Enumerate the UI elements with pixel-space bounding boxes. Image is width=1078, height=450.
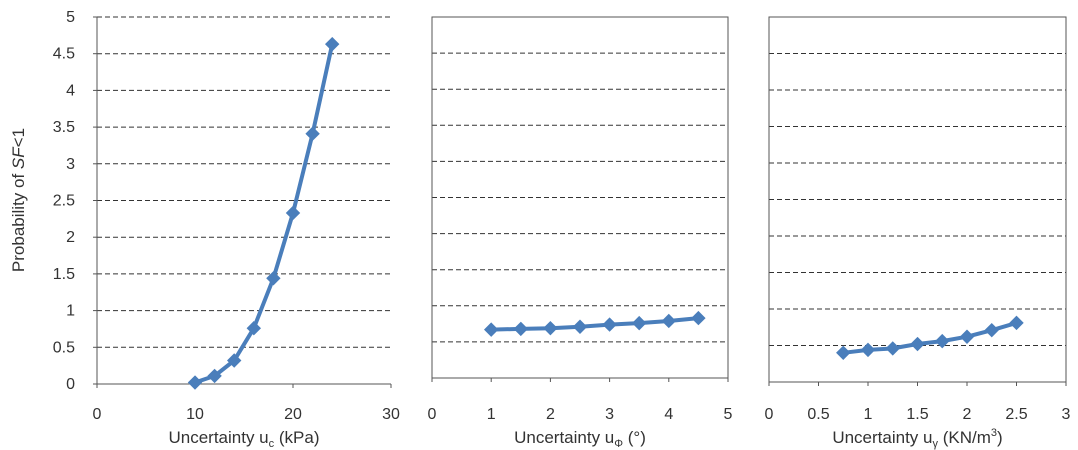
x-axis-title-unit: (kPa) — [274, 428, 319, 447]
y-tick-label: 3 — [66, 156, 75, 173]
x-tick-label: 30 — [382, 406, 400, 423]
data-point-marker — [207, 368, 222, 384]
x-tick-label: 3 — [605, 406, 614, 423]
data-point-marker — [935, 333, 950, 349]
x-axis-title-text: Uncertainty u — [514, 428, 614, 447]
data-point-marker — [691, 310, 706, 326]
data-point-marker — [187, 375, 203, 390]
y-tick-label: 1 — [66, 303, 75, 320]
data-point-marker — [324, 36, 340, 52]
series-line — [193, 42, 335, 385]
x-tick-label: 2 — [963, 406, 972, 423]
data-point-marker — [836, 345, 851, 361]
x-axis-title-text: Uncertainty u — [832, 428, 932, 447]
data-point-marker — [661, 313, 677, 329]
data-point-marker — [860, 342, 876, 358]
x-axis-title-subscript: γ — [932, 438, 938, 450]
x-axis-title: Uncertainty uc (kPa) — [168, 428, 319, 450]
x-tick-label: 2 — [546, 406, 555, 423]
data-point-marker — [885, 341, 900, 356]
y-axis-title-prefix: Probability of — [9, 169, 28, 272]
data-point-marker — [572, 319, 588, 334]
y-tick-label: 0.5 — [53, 339, 75, 356]
panel-friction-angle: 0 1 2 3 4 5 Uncertainty uΦ (°) — [428, 16, 733, 450]
panel-cohesion: 0 0.5 1 1.5 2 2.5 3 3.5 4 4.5 5 0 10 20 30 Uncertainty … — [53, 9, 400, 450]
y-tick-label: 2 — [66, 229, 75, 246]
x-tick-label: 0.5 — [807, 406, 829, 423]
x-tick-label: 0 — [428, 406, 437, 423]
data-point-marker — [602, 317, 617, 332]
x-axis-title: Uncertainty uγ (KN/m3) — [832, 427, 1002, 450]
data-point-marker — [1009, 315, 1024, 331]
x-axis-title-unit-end: ) — [997, 428, 1003, 447]
x-tick-label: 4 — [664, 406, 673, 423]
x-axis-title-unit: (KN/m — [938, 428, 991, 447]
x-tick-label: 1 — [864, 406, 873, 423]
data-point-marker — [543, 320, 558, 336]
data-point-marker — [305, 126, 320, 141]
data-point-marker — [266, 271, 281, 286]
data-point-marker — [984, 322, 999, 338]
x-tick-label: 0 — [93, 406, 102, 423]
data-point-marker — [631, 315, 647, 331]
data-point-marker — [483, 322, 499, 337]
data-point-marker — [246, 321, 262, 336]
y-axis-title-suffix: <1 — [9, 128, 28, 147]
x-tick-label: 10 — [186, 406, 204, 423]
x-tick-label: 1 — [487, 406, 496, 423]
y-tick-label: 3.5 — [53, 119, 75, 136]
x-axis-title-unit: (°) — [623, 428, 646, 447]
plot-frame — [431, 16, 729, 379]
x-tick-label: 0 — [765, 406, 774, 423]
x-axis-title-superscript: 3 — [991, 427, 997, 439]
y-tick-label: 1.5 — [53, 266, 75, 283]
x-tick-label: 3 — [1062, 406, 1071, 423]
y-tick-label: 4 — [66, 82, 75, 99]
data-point-marker — [513, 321, 529, 337]
x-axis-title-subscript: Φ — [614, 438, 623, 450]
x-tick-label: 2.5 — [1005, 406, 1027, 423]
y-tick-label: 2.5 — [53, 193, 75, 210]
x-tick-label: 5 — [724, 406, 733, 423]
data-point-marker — [285, 205, 301, 221]
y-tick-label: 4.5 — [53, 46, 75, 63]
y-tick-label: 5 — [66, 9, 75, 26]
x-tick-label: 1.5 — [906, 406, 928, 423]
x-axis-title: Uncertainty uΦ (°) — [514, 428, 646, 450]
x-tick-label: 20 — [284, 406, 302, 423]
data-point-marker — [226, 353, 242, 368]
x-axis-title-text: Uncertainty u — [168, 428, 268, 447]
data-point-marker — [959, 329, 975, 344]
data-point-marker — [910, 336, 925, 352]
y-axis-title-italic: SF — [9, 146, 28, 169]
y-tick-label: 0 — [66, 376, 75, 393]
x-axis-title-subscript: c — [269, 438, 275, 450]
y-axis-title: Probability of SF<1 — [9, 128, 28, 272]
